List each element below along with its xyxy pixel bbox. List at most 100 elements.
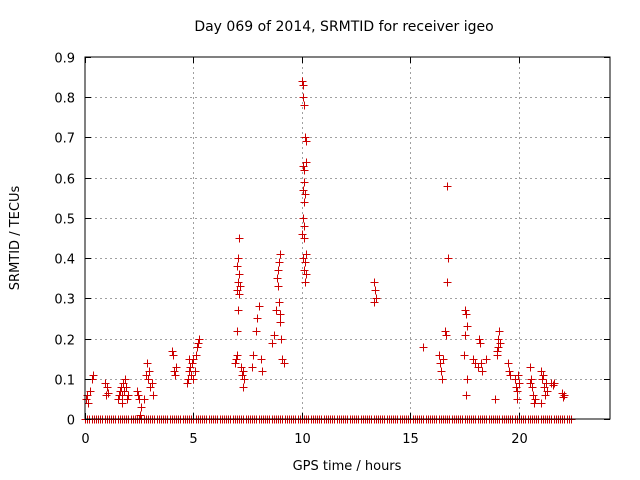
data-point: [143, 359, 152, 368]
data-point: [371, 286, 380, 295]
data-point: [276, 318, 285, 327]
data-point: [120, 387, 129, 396]
data-point: [441, 327, 450, 336]
data-point: [301, 278, 310, 287]
data-point: [506, 371, 515, 380]
data-point: [275, 258, 284, 267]
data-point: [187, 371, 196, 380]
data-point: [233, 262, 242, 271]
data-point: [146, 383, 155, 392]
data-point: [194, 339, 203, 348]
data-point: [193, 343, 202, 352]
data-point: [528, 383, 537, 392]
data-point: [299, 81, 308, 90]
data-point: [140, 395, 149, 404]
data-point: [122, 383, 131, 392]
data-point: [253, 314, 262, 323]
data-point: [302, 158, 311, 167]
data-point: [493, 351, 502, 360]
data-point: [370, 278, 379, 287]
data-point: [301, 190, 310, 199]
data-point: [482, 355, 491, 364]
data-point: [442, 331, 451, 340]
x-tick-labels: 0 5 10 15 20: [81, 432, 527, 447]
data-point: [526, 363, 535, 372]
x-axis-label: GPS time / hours: [293, 459, 402, 474]
data-point: [560, 391, 569, 400]
y-tick-label: 0.1: [54, 374, 75, 389]
data-point: [172, 363, 181, 372]
data-point: [298, 77, 307, 86]
data-point: [278, 355, 287, 364]
data-point: [102, 391, 111, 400]
data-point: [538, 375, 547, 384]
data-point: [134, 391, 143, 400]
data-point: [494, 343, 503, 352]
data-point: [133, 387, 142, 396]
data-point: [101, 379, 110, 388]
data-point: [232, 355, 241, 364]
data-point: [463, 322, 472, 331]
data-point: [124, 391, 133, 400]
data-point: [235, 270, 244, 279]
data-point: [274, 266, 283, 275]
data-point: [495, 327, 504, 336]
y-tick-label: 0.4: [54, 253, 75, 268]
data-point: [192, 351, 201, 360]
data-point: [149, 391, 158, 400]
data-point: [299, 254, 308, 263]
data-point: [476, 339, 485, 348]
data-point: [238, 371, 247, 380]
data-point: [86, 387, 95, 396]
data-point: [275, 298, 284, 307]
plot-frame: [84, 56, 611, 420]
data-point: [235, 234, 244, 243]
data-point: [144, 375, 153, 384]
data-point: [280, 359, 289, 368]
data-point: [370, 298, 379, 307]
data-point: [300, 234, 309, 243]
data-point: [469, 355, 478, 364]
y-axis-label: SRMTID / TECUs: [8, 186, 23, 291]
x-tick-label: 0: [81, 432, 89, 447]
data-point: [537, 367, 546, 376]
data-point: [170, 367, 179, 376]
data-point: [537, 399, 546, 408]
data-point: [300, 198, 309, 207]
data-point: [437, 367, 446, 376]
y-tick-label: 0.2: [54, 334, 75, 349]
axis-ticks: [85, 57, 610, 420]
data-point: [82, 395, 91, 404]
data-point: [270, 331, 279, 340]
data-point: [191, 367, 200, 376]
data-point: [504, 359, 513, 368]
data-point: [104, 389, 113, 398]
y-tick-labels: 0 0.1 0.2 0.3 0.4 0.5 0.6 0.7 0.8 0.9: [54, 52, 75, 429]
y-tick-label: 0.5: [54, 213, 75, 228]
y-tick-label: 0.3: [54, 293, 75, 308]
data-point: [539, 371, 548, 380]
data-point: [195, 335, 204, 344]
data-point: [145, 367, 154, 376]
data-point: [276, 250, 285, 259]
data-point: [439, 355, 448, 364]
data-point: [84, 399, 93, 408]
x-tick-label: 15: [402, 432, 419, 447]
chart-title: Day 069 of 2014, SRMTID for receiver ige…: [194, 19, 493, 35]
data-point: [475, 335, 484, 344]
data-point: [491, 395, 500, 404]
data-point: [513, 395, 522, 404]
data-point: [298, 230, 307, 239]
data-point: [240, 375, 249, 384]
data-point: [136, 411, 145, 420]
data-point: [186, 363, 195, 372]
data-point: [299, 186, 308, 195]
data-point: [249, 351, 258, 360]
data-point: [438, 375, 447, 384]
x-tick-label: 10: [294, 432, 311, 447]
y-tick-label: 0: [67, 414, 75, 429]
data-point: [169, 351, 178, 360]
data-point: [419, 343, 428, 352]
data-point: [255, 302, 264, 311]
data-point: [543, 387, 552, 396]
